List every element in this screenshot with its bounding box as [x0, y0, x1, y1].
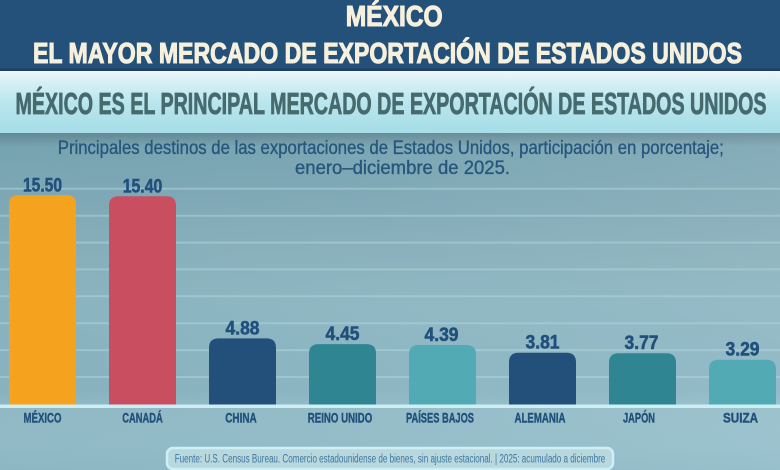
svg-text:enero–diciembre de 2025.: enero–diciembre de 2025.: [295, 158, 510, 179]
svg-text:MÉXICO ES EL PRINCIPAL MERCADO: MÉXICO ES EL PRINCIPAL MERCADO DE EXPORT…: [16, 85, 767, 121]
svg-text:Fuente: U.S. Census Bureau. Co: Fuente: U.S. Census Bureau. Comercio est…: [175, 453, 606, 465]
svg-text:EL MAYOR MERCADO DE EXPORTACIÓ: EL MAYOR MERCADO DE EXPORTACIÓN DE ESTAD…: [33, 36, 742, 70]
svg-text:PAÍSES BAJOS: PAÍSES BAJOS: [406, 410, 474, 426]
svg-text:15.40: 15.40: [123, 177, 163, 198]
svg-text:ALEMANIA: ALEMANIA: [515, 411, 566, 426]
svg-text:15.50: 15.50: [23, 175, 62, 196]
svg-text:3.29: 3.29: [726, 340, 760, 361]
svg-text:CANADÁ: CANADÁ: [122, 410, 163, 426]
svg-text:4.88: 4.88: [226, 318, 260, 339]
svg-text:Principales destinos de las ex: Principales destinos de las exportacione…: [58, 138, 724, 159]
svg-text:4.45: 4.45: [326, 324, 360, 345]
svg-text:MÉXICO: MÉXICO: [24, 410, 62, 426]
svg-text:MÉXICO: MÉXICO: [346, 0, 443, 33]
svg-text:3.77: 3.77: [625, 333, 659, 354]
svg-text:REINO UNIDO: REINO UNIDO: [308, 411, 373, 426]
svg-text:JAPÓN: JAPÓN: [623, 409, 655, 426]
svg-text:4.39: 4.39: [425, 325, 459, 346]
svg-text:SUIZA: SUIZA: [723, 411, 758, 426]
svg-text:CHINA: CHINA: [225, 411, 257, 426]
svg-text:3.81: 3.81: [526, 333, 560, 354]
